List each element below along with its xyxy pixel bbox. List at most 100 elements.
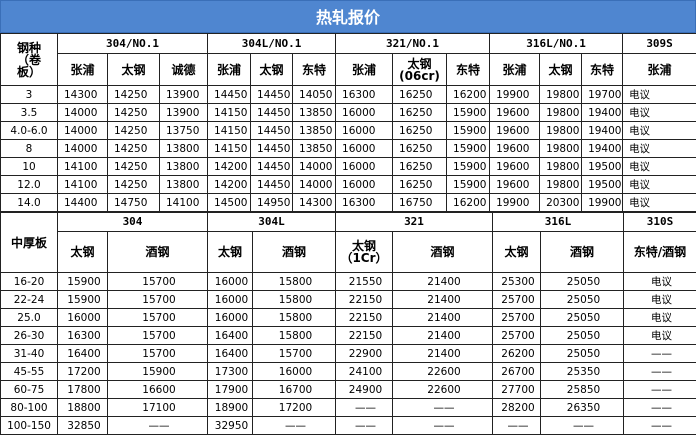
price: 15900: [446, 103, 491, 122]
price: 16000: [335, 121, 394, 140]
spec: 31-40: [0, 344, 58, 363]
price: 16000: [207, 308, 253, 327]
price: 14050: [292, 85, 337, 104]
price: 16250: [392, 103, 448, 122]
grade-header: 310S: [623, 212, 696, 232]
mill-header: 张浦: [207, 53, 252, 86]
spec: 100-150: [0, 416, 58, 435]
price: 15800: [252, 272, 336, 291]
price: 14450: [207, 85, 252, 104]
price: 25700: [492, 290, 541, 309]
price: 14200: [207, 175, 252, 194]
price: 13800: [158, 139, 209, 158]
price: 电议: [622, 103, 696, 122]
price-row: 45-55 17200 15900 17300 16000 24100 22600 26700…: [0, 362, 696, 381]
price: 19900: [489, 85, 541, 104]
header-row: 中厚板 304 304L 321 316L 310S: [0, 212, 696, 273]
price: 16700: [252, 380, 336, 399]
mill-header: 张浦: [57, 53, 108, 86]
price: 14100: [57, 175, 108, 194]
price: 19800: [539, 139, 583, 158]
price: 14250: [107, 85, 160, 104]
price: 26700: [492, 362, 541, 381]
mill-header: 太钢: [492, 231, 541, 273]
price: 25300: [492, 272, 541, 291]
price: 16200: [446, 193, 491, 212]
price: 16300: [57, 326, 108, 345]
price: 24100: [335, 362, 393, 381]
corner-label: 钢种 （卷 板）: [0, 33, 58, 86]
price-row: 4.0-6.0 14000 14250 13750 14150 14450 13850 160…: [0, 121, 696, 140]
mill-header: 张浦: [622, 53, 696, 86]
price: ——: [623, 398, 696, 417]
price: 电议: [622, 85, 696, 104]
price: 15900: [446, 157, 491, 176]
spec: 12.0: [0, 175, 58, 194]
price: 16400: [207, 344, 253, 363]
price: 27700: [492, 380, 541, 399]
price-row: 31-40 16400 15700 16400 15700 22900 21400 26200…: [0, 344, 696, 363]
price: 25050: [540, 308, 624, 327]
price: 16000: [252, 362, 336, 381]
price: 16300: [335, 85, 394, 104]
price: 17900: [207, 380, 253, 399]
price: 16250: [392, 121, 448, 140]
price-row: 80-100 18800 17100 18900 17200 —— —— 28200 26350…: [0, 398, 696, 417]
corner-label: 中厚板: [0, 212, 58, 273]
price: 16000: [57, 308, 108, 327]
price: 19400: [581, 103, 624, 122]
mill-header: 太钢: [57, 231, 108, 273]
price: 19400: [581, 139, 624, 158]
price: 14150: [207, 103, 252, 122]
price: 19400: [581, 121, 624, 140]
price: 14000: [292, 157, 337, 176]
price: 16300: [335, 193, 394, 212]
price: 25050: [540, 290, 624, 309]
grade-header: 316L/NO.1: [489, 33, 624, 54]
price: 25050: [540, 272, 624, 291]
price: 19900: [581, 193, 624, 212]
price: 16400: [207, 326, 253, 345]
price-row: 26-30 16300 15700 16400 15800 22150 21400 25700…: [0, 326, 696, 345]
price: 13850: [292, 103, 337, 122]
price: ——: [623, 416, 696, 435]
grade-header: 304L: [207, 212, 336, 232]
price-row: 8 14000 14250 13800 14150 14450 13850 16000 1625…: [0, 139, 696, 158]
price: 16000: [335, 157, 394, 176]
price: 电议: [622, 157, 696, 176]
price: 13750: [158, 121, 209, 140]
mill-header: 太钢 (06cr): [392, 53, 448, 86]
price: 19600: [489, 139, 541, 158]
price: 14000: [57, 121, 108, 140]
price: 17200: [57, 362, 108, 381]
spec: 3: [0, 85, 58, 104]
price: 15700: [107, 308, 208, 327]
price: ——: [335, 416, 393, 435]
price: 21400: [392, 308, 493, 327]
mill-header: 太钢: [207, 231, 253, 273]
price-row: 3.5 14000 14250 13900 14150 14450 13850 16000 16…: [0, 103, 696, 122]
grade-header: 321: [335, 212, 493, 232]
price: 25850: [540, 380, 624, 399]
mill-header: 东特: [446, 53, 491, 86]
price: 22900: [335, 344, 393, 363]
price: 电议: [622, 139, 696, 158]
price: 14950: [250, 193, 294, 212]
coil-table: 钢种 （卷 板） 304/NO.1 304L/NO.1 321/NO.1 316L/NO…: [0, 33, 696, 212]
price: 电议: [622, 193, 696, 212]
spec: 14.0: [0, 193, 58, 212]
price: 25700: [492, 308, 541, 327]
price: 21550: [335, 272, 393, 291]
price: 28200: [492, 398, 541, 417]
price: 15900: [57, 272, 108, 291]
price: ——: [623, 362, 696, 381]
price: 15900: [446, 175, 491, 194]
price: 25050: [540, 344, 624, 363]
price: 14450: [250, 175, 294, 194]
spec: 22-24: [0, 290, 58, 309]
price-row: 60-75 17800 16600 17900 16700 24900 22600 27700…: [0, 380, 696, 399]
price: 14250: [107, 103, 160, 122]
price: 14300: [57, 85, 108, 104]
price: 电议: [623, 326, 696, 345]
price: 14400: [57, 193, 108, 212]
